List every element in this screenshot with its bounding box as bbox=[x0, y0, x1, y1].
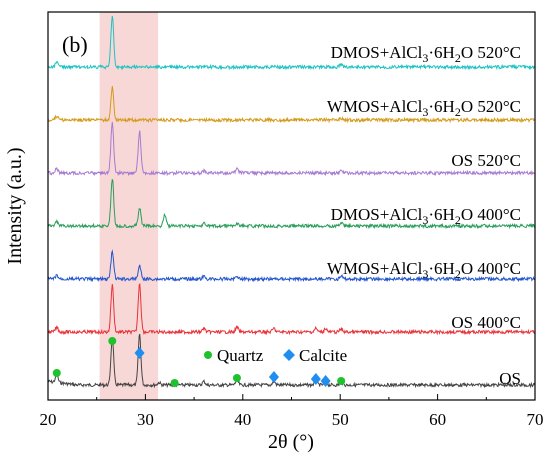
series-label-os-520: OS 520°C bbox=[451, 151, 521, 170]
x-axis: 20 30 40 50 60 70 bbox=[40, 394, 544, 429]
legend-quartz-label: Quartz bbox=[217, 346, 264, 365]
x-tick-label-20: 20 bbox=[40, 410, 57, 429]
legend-calcite-label: Calcite bbox=[299, 346, 347, 365]
series-label-os: OS bbox=[499, 369, 521, 388]
y-axis-label: Intensity (a.u.) bbox=[4, 147, 26, 264]
calcite-marker-6 bbox=[310, 373, 321, 385]
series-label-wmos-400: WMOS+AlCl3·6H2O 400°C bbox=[327, 259, 521, 281]
series-label-wmos-520: WMOS+AlCl3·6H2O 520°C bbox=[327, 97, 521, 119]
series-label-dmos-520: DMOS+AlCl3·6H2O 520°C bbox=[331, 43, 521, 65]
series-layer bbox=[47, 16, 536, 389]
series-line-6 bbox=[47, 16, 536, 71]
series-labels: OS OS 400°C WMOS+AlCl3·6H2O 400°C DMOS+A… bbox=[327, 43, 521, 388]
legend: Quartz Calcite bbox=[204, 346, 347, 365]
x-tick-label-30: 30 bbox=[137, 410, 154, 429]
x-axis-label: 2θ (°) bbox=[268, 431, 314, 453]
legend-quartz-marker bbox=[204, 351, 212, 359]
quartz-marker-8 bbox=[337, 377, 346, 385]
x-tick-label-40: 40 bbox=[234, 410, 251, 429]
x-tick-label-60: 60 bbox=[429, 410, 446, 429]
quartz-marker-4 bbox=[232, 374, 241, 382]
quartz-marker-0 bbox=[52, 369, 61, 377]
calcite-marker-7 bbox=[320, 375, 331, 387]
calcite-marker-2 bbox=[134, 347, 145, 359]
series-line-2 bbox=[47, 249, 535, 283]
series-line-5 bbox=[47, 86, 536, 124]
series-label-os-400: OS 400°C bbox=[451, 313, 521, 332]
quartz-marker-3 bbox=[170, 379, 179, 387]
legend-calcite-marker bbox=[283, 349, 295, 361]
series-line-4 bbox=[47, 121, 535, 177]
panel-label: (b) bbox=[62, 32, 88, 57]
x-tick-label-50: 50 bbox=[332, 410, 349, 429]
x-tick-label-70: 70 bbox=[527, 410, 544, 429]
quartz-marker-1 bbox=[108, 337, 117, 345]
series-line-1 bbox=[47, 282, 536, 336]
phase-markers bbox=[52, 337, 346, 387]
calcite-marker-5 bbox=[268, 371, 279, 383]
series-line-3 bbox=[47, 179, 535, 230]
series-label-dmos-400: DMOS+AlCl3·6H2O 400°C bbox=[331, 205, 521, 227]
highlight-band bbox=[99, 12, 159, 400]
series-line-0 bbox=[47, 333, 536, 389]
